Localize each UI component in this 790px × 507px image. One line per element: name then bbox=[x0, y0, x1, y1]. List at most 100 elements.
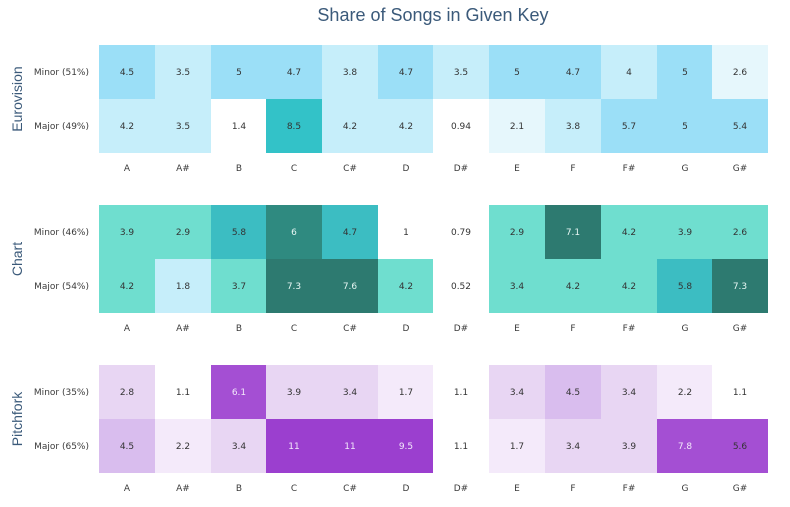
x-tick-label: A bbox=[124, 324, 131, 334]
cell-value-label: 5.8 bbox=[232, 228, 247, 238]
row-label: Minor (46%) bbox=[34, 228, 89, 238]
row-label: Minor (35%) bbox=[34, 388, 89, 398]
x-tick-label: F# bbox=[623, 164, 636, 174]
cell-value-label: 3.9 bbox=[622, 442, 637, 452]
heatmap-cell bbox=[712, 45, 768, 99]
cell-value-label: 3.4 bbox=[232, 442, 247, 452]
heatmap-cell bbox=[211, 205, 267, 259]
x-tick-label: B bbox=[236, 484, 242, 494]
heatmap-cell bbox=[601, 205, 657, 259]
cell-value-label: 7.3 bbox=[733, 282, 747, 292]
x-tick-label: C# bbox=[343, 324, 357, 334]
heatmap-cell bbox=[266, 45, 322, 99]
heatmap-cell bbox=[545, 259, 601, 313]
cell-value-label: 2.2 bbox=[176, 442, 190, 452]
heatmap-cell bbox=[489, 259, 545, 313]
cell-value-label: 3.7 bbox=[232, 282, 246, 292]
x-tick-label: A bbox=[124, 164, 131, 174]
heatmap-cell bbox=[322, 99, 378, 153]
cell-value-label: 2.2 bbox=[678, 388, 692, 398]
panel-eurovision: Eurovision Minor (51%) 4.5 3.5 5 4.7 3.8 4.7 3.5… bbox=[9, 45, 768, 174]
x-tick-label: G# bbox=[733, 164, 748, 174]
cell-value-label: 5.4 bbox=[733, 122, 748, 132]
heatmap-cell bbox=[155, 365, 211, 419]
heatmap-cell bbox=[489, 365, 545, 419]
row-label: Major (49%) bbox=[34, 122, 89, 132]
heatmap-cell bbox=[211, 419, 267, 473]
cell-value-label: 3.8 bbox=[566, 122, 581, 132]
cell-value-label: 3.4 bbox=[510, 282, 525, 292]
row-label: Major (54%) bbox=[34, 282, 89, 292]
cell-value-label: 1.7 bbox=[510, 442, 524, 452]
cell-value-label: 6 bbox=[291, 228, 297, 238]
cell-value-label: 5.6 bbox=[733, 442, 748, 452]
x-tick-label: D# bbox=[454, 324, 468, 334]
x-tick-label: F# bbox=[623, 484, 636, 494]
cell-value-label: 4.2 bbox=[622, 282, 636, 292]
heatmap-cell bbox=[657, 419, 713, 473]
cell-value-label: 1.1 bbox=[733, 388, 747, 398]
cell-value-label: 1 bbox=[403, 228, 409, 238]
cell-value-label: 6.1 bbox=[232, 388, 246, 398]
heatmap-cell bbox=[99, 205, 155, 259]
heatmap-cell bbox=[266, 205, 322, 259]
cell-value-label: 11 bbox=[288, 442, 299, 452]
x-tick-label: C bbox=[291, 324, 297, 334]
heatmap-cell bbox=[322, 45, 378, 99]
heatmap-cell bbox=[489, 99, 545, 153]
heatmap-cell bbox=[433, 99, 489, 153]
x-tick-label: E bbox=[514, 484, 520, 494]
cell-value-label: 5.7 bbox=[622, 122, 636, 132]
heatmap-cell bbox=[545, 45, 601, 99]
cell-value-label: 0.94 bbox=[451, 122, 471, 132]
heatmap-cell bbox=[322, 259, 378, 313]
cell-value-label: 4.2 bbox=[343, 122, 357, 132]
panel-label: Chart bbox=[9, 242, 25, 276]
cell-value-label: 4.7 bbox=[343, 228, 357, 238]
x-tick-label: F bbox=[570, 164, 575, 174]
x-tick-label: F bbox=[570, 324, 575, 334]
cell-value-label: 3.9 bbox=[120, 228, 135, 238]
x-tick-label: C# bbox=[343, 164, 357, 174]
heatmap-cell bbox=[712, 365, 768, 419]
heatmap-cell bbox=[155, 419, 211, 473]
heatmap-cell bbox=[601, 419, 657, 473]
heatmap-cell bbox=[378, 205, 434, 259]
heatmap-cell bbox=[99, 45, 155, 99]
cell-value-label: 0.79 bbox=[451, 228, 471, 238]
cell-value-label: 7.3 bbox=[287, 282, 301, 292]
heatmap-cell bbox=[489, 205, 545, 259]
x-tick-label: D# bbox=[454, 164, 468, 174]
heatmap-cell bbox=[489, 45, 545, 99]
x-tick-label: G# bbox=[733, 484, 748, 494]
heatmap-cell bbox=[545, 205, 601, 259]
cell-value-label: 11 bbox=[344, 442, 355, 452]
cell-value-label: 2.6 bbox=[733, 68, 748, 78]
x-tick-label: C# bbox=[343, 484, 357, 494]
cell-value-label: 3.4 bbox=[566, 442, 581, 452]
cell-value-label: 2.8 bbox=[120, 388, 135, 398]
cell-value-label: 5 bbox=[682, 122, 688, 132]
cell-value-label: 5 bbox=[682, 68, 688, 78]
x-tick-label: E bbox=[514, 164, 520, 174]
x-tick-label: D# bbox=[454, 484, 468, 494]
heatmap-cell bbox=[657, 99, 713, 153]
heatmap-cell bbox=[545, 365, 601, 419]
heatmap-panels: Eurovision Minor (51%) 4.5 3.5 5 4.7 3.8 4.7 3.5… bbox=[9, 45, 768, 494]
heatmap-cell bbox=[378, 419, 434, 473]
x-tick-label: G bbox=[682, 484, 689, 494]
heatmap-cell bbox=[99, 99, 155, 153]
cell-value-label: 3.4 bbox=[510, 388, 525, 398]
heatmap-cell bbox=[601, 45, 657, 99]
cell-value-label: 9.5 bbox=[399, 442, 413, 452]
heatmap-cell bbox=[712, 205, 768, 259]
heatmap-cell bbox=[211, 99, 267, 153]
cell-value-label: 1.1 bbox=[176, 388, 190, 398]
row-label: Minor (51%) bbox=[34, 68, 89, 78]
heatmap-cell bbox=[211, 365, 267, 419]
heatmap-cell bbox=[99, 419, 155, 473]
cell-value-label: 4.2 bbox=[120, 282, 134, 292]
cell-value-label: 4.2 bbox=[622, 228, 636, 238]
heatmap-cell bbox=[99, 365, 155, 419]
panel-chart: Chart Minor (46%) 3.9 2.9 5.8 6 4.7 1 0.79 2.9 7.1… bbox=[9, 205, 768, 334]
